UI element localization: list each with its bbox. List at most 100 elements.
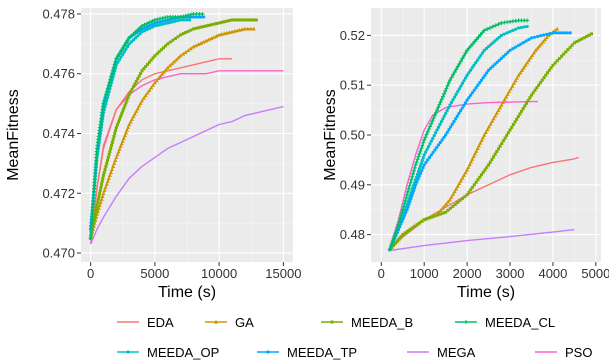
right-marker-ga (444, 201, 449, 206)
left-marker-meeda-op (148, 26, 152, 30)
right-marker-meeda-tp (450, 122, 454, 126)
right-marker-meeda-b (560, 54, 564, 58)
left-marker-ga (112, 161, 117, 165)
right-marker-ga (491, 116, 496, 121)
right-x-tick-label: 1000 (410, 266, 439, 281)
right-marker-meeda-b (533, 88, 537, 92)
left-marker-ga (211, 35, 216, 39)
right-axes: 0 1000 2000 3000 4000 5000 0.48 0.49 0.50 0.51 0.5… (340, 28, 609, 281)
right-marker-meeda-b (523, 104, 527, 108)
left-marker-meeda-cl (155, 17, 160, 22)
right-marker-meeda-tp (412, 188, 416, 192)
right-marker-meeda-cl (493, 23, 498, 28)
right-marker-meeda-op (497, 35, 501, 39)
right-marker-meeda-b (438, 212, 442, 216)
left-marker-meeda-b (155, 52, 159, 56)
right-marker-meeda-op (417, 167, 422, 171)
left-marker-ga (154, 78, 159, 83)
left-marker-ga (134, 109, 139, 113)
right-marker-meeda-cl (425, 129, 430, 134)
right-marker-meeda-tp (400, 219, 404, 223)
left-marker-meeda-cl (150, 19, 155, 24)
right-marker-ga (486, 124, 491, 129)
left-y-tick-label: 0.474 (42, 126, 75, 141)
left-marker-meeda-op (122, 50, 126, 54)
right-marker-meeda-cl (430, 118, 435, 123)
right-marker-meeda-op (460, 81, 465, 85)
right-marker-meeda-op (489, 43, 493, 47)
right-x-tick-label: 2000 (453, 266, 482, 281)
left-marker-ga (170, 61, 175, 66)
right-marker-ga (469, 159, 474, 164)
right-marker-meeda-cl (445, 83, 450, 88)
right-marker-meeda-b (547, 68, 551, 72)
left-marker-ga (165, 65, 170, 70)
right-marker-ga (553, 28, 558, 33)
right-marker-meeda-tp (415, 180, 419, 184)
right-marker-meeda-tp (406, 205, 410, 209)
left-marker-ga (104, 182, 109, 186)
left-marker-meeda-b (147, 60, 151, 64)
right-marker-meeda-b (415, 223, 419, 227)
left-marker-meeda-b (222, 20, 226, 24)
left-marker-meeda-b (99, 185, 103, 189)
legend-item-meeda-b: MEEDA_B (321, 315, 413, 330)
left-marker-meeda-b (173, 36, 177, 40)
right-marker-meeda-cl (390, 239, 395, 244)
left-marker-meeda-tp (189, 15, 193, 19)
left-marker-ga (251, 26, 256, 31)
right-marker-meeda-op (441, 117, 445, 121)
left-marker-ga (214, 33, 219, 38)
right-marker-meeda-tp (418, 171, 423, 176)
left-marker-ga (130, 117, 135, 121)
left-y-tick-label: 0.476 (42, 66, 75, 81)
right-marker-meeda-b (542, 76, 546, 80)
left-marker-ga (135, 106, 140, 111)
left-marker-meeda-b (133, 82, 137, 86)
left-marker-meeda-b (103, 167, 107, 171)
right-marker-meeda-b (441, 211, 445, 215)
right-marker-ga (483, 130, 488, 134)
right-marker-meeda-op (453, 95, 457, 99)
right-marker-meeda-cl (428, 124, 433, 129)
right-marker-meeda-op (454, 92, 458, 96)
right-marker-meeda-b (481, 170, 485, 174)
left-x-tick-label: 15000 (265, 266, 301, 281)
left-marker-ga (101, 191, 106, 195)
right-marker-meeda-b (433, 214, 437, 218)
right-marker-ga (546, 33, 551, 37)
right-x-tick-label: 5000 (581, 266, 609, 281)
left-marker-meeda-b (123, 104, 127, 108)
right-marker-ga (504, 94, 509, 99)
right-marker-meeda-cl (392, 233, 397, 238)
right-marker-meeda-b (476, 178, 480, 182)
left-marker-meeda-op (105, 99, 109, 103)
right-marker-meeda-tp (513, 45, 517, 49)
right-marker-meeda-tp (455, 114, 459, 118)
left-marker-meeda-op (178, 18, 183, 22)
right-marker-meeda-tp (435, 145, 439, 150)
right-marker-meeda-op (456, 89, 460, 94)
right-marker-ga (532, 50, 537, 55)
right-marker-meeda-cl (451, 72, 456, 77)
left-marker-meeda-op (155, 23, 160, 27)
left-y-tick-label: 0.472 (42, 186, 75, 201)
right-marker-meeda-tp (545, 32, 549, 36)
left-marker-ga (245, 26, 250, 31)
legend-label: MEGA (437, 345, 476, 360)
left-marker-meeda-op (125, 44, 130, 49)
right-marker-meeda-op (434, 131, 438, 135)
right-marker-meeda-cl (440, 94, 445, 99)
left-marker-meeda-tp (153, 21, 157, 25)
right-marker-meeda-tp (402, 213, 407, 217)
left-marker-meeda-b (159, 48, 163, 52)
right-marker-meeda-b (510, 125, 514, 129)
left-marker-ga (141, 95, 146, 100)
right-y-tick-label: 0.51 (340, 78, 365, 93)
left-marker-ga (102, 188, 107, 192)
legend-item-pso: PSO (535, 345, 592, 360)
right-marker-ga (478, 140, 483, 145)
right-marker-meeda-b (577, 38, 581, 42)
left-marker-meeda-cl (160, 16, 165, 21)
